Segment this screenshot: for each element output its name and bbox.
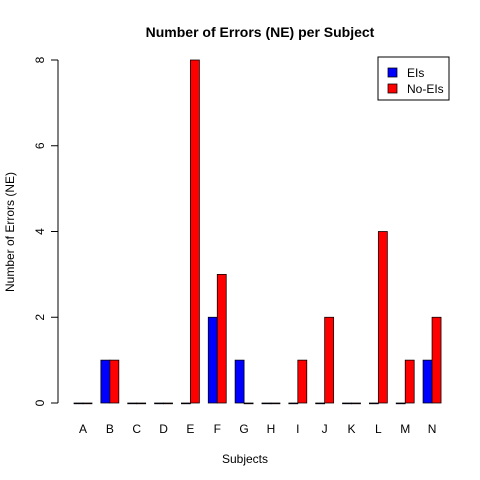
bar-f-no-eis: [216, 274, 227, 404]
bar-j-no-eis: [324, 316, 335, 404]
y-tick-label: 6: [33, 142, 47, 149]
legend-swatch-no-eis: [387, 83, 398, 94]
bar-n-eis: [422, 359, 433, 404]
x-tick-label-f: F: [214, 422, 221, 436]
y-axis-label: Number of Errors (NE): [3, 172, 17, 292]
bar-g-eis: [234, 359, 245, 404]
x-tick-label-n: N: [428, 422, 437, 436]
y-tick-label: 4: [33, 228, 47, 235]
legend: EIs No-EIs: [377, 56, 450, 101]
legend-swatch-eis: [387, 67, 398, 78]
x-tick-label-i: I: [296, 422, 299, 436]
y-tick-label: 8: [33, 56, 47, 63]
y-tick-label: 2: [33, 314, 47, 321]
y-tick-label: 0: [33, 399, 47, 406]
bar-g-no-eis: [243, 402, 254, 405]
bar-h-eis: [261, 402, 272, 405]
bar-i-no-eis: [297, 359, 308, 404]
legend-label-eis: EIs: [407, 66, 424, 80]
bar-a-eis: [73, 402, 84, 405]
bar-k-eis: [342, 402, 352, 405]
x-tick-labels: A B C D E F G H I J K L M N: [79, 422, 436, 436]
bars-group: [73, 59, 442, 405]
bar-j-eis: [315, 402, 326, 405]
x-tick-label-k: K: [347, 422, 355, 436]
bar-b-no-eis: [109, 359, 120, 404]
bar-i-eis: [288, 402, 299, 405]
bar-l-no-eis: [377, 231, 388, 404]
bar-d-eis: [154, 402, 164, 405]
x-tick-label-l: L: [375, 422, 382, 436]
bar-f-eis: [207, 316, 218, 404]
bar-c-eis: [127, 402, 138, 405]
bar-m-eis: [395, 402, 406, 405]
x-tick-label-h: H: [267, 422, 276, 436]
bar-k-no-eis: [351, 402, 361, 405]
legend-label-no-eis: No-EIs: [407, 82, 444, 96]
bar-l-eis: [368, 402, 379, 405]
bar-d-no-eis: [163, 402, 173, 405]
x-tick-label-b: B: [106, 422, 114, 436]
bar-c-no-eis: [136, 402, 147, 405]
bar-m-no-eis: [404, 359, 415, 404]
x-tick-label-g: G: [239, 422, 248, 436]
x-tick-label-c: C: [132, 422, 141, 436]
y-axis: 0 2 4 6 8: [33, 56, 59, 406]
x-axis-label: Subjects: [222, 452, 268, 466]
bar-e-eis: [181, 402, 191, 405]
bar-h-no-eis: [270, 402, 281, 405]
bar-a-no-eis: [82, 402, 93, 405]
bar-n-no-eis: [431, 316, 442, 404]
x-tick-label-d: D: [159, 422, 168, 436]
bar-b-eis: [100, 359, 111, 404]
x-tick-label-m: M: [400, 422, 410, 436]
x-tick-label-a: A: [79, 422, 87, 436]
x-tick-label-e: E: [186, 422, 194, 436]
chart-title: Number of Errors (NE) per Subject: [146, 24, 375, 40]
bar-e-no-eis: [190, 59, 200, 404]
x-tick-label-j: J: [322, 422, 328, 436]
